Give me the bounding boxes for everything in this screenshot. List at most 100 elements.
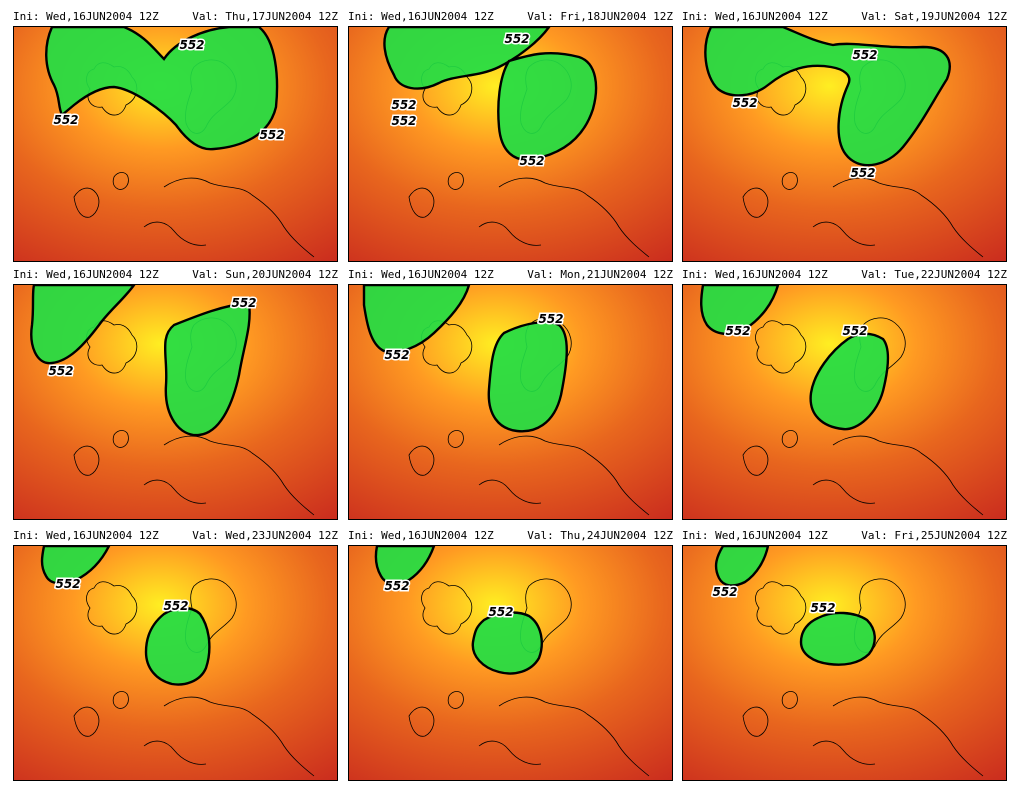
europe-borders — [742, 691, 984, 777]
geopotential-map: 552 552 552 — [13, 26, 338, 262]
map-canvas: 552 552 — [14, 546, 337, 780]
panel-header: Ini: Wed,16JUN2004 12Z Val: Thu,24JUN200… — [348, 527, 673, 545]
init-time-label: Ini: Wed,16JUN2004 12Z — [13, 268, 159, 281]
init-time-label: Ini: Wed,16JUN2004 12Z — [13, 529, 159, 542]
map-panel-2: Ini: Wed,16JUN2004 12Z Val: Fri,18JUN200… — [348, 8, 673, 262]
geopotential-map: 552 552 — [682, 284, 1007, 520]
panel-header: Ini: Wed,16JUN2004 12Z Val: Sun,20JUN200… — [13, 266, 338, 284]
europe-borders — [73, 172, 315, 258]
contour-552-region — [809, 332, 890, 431]
contour-552-region — [144, 606, 211, 686]
geopotential-map: 552 552 — [682, 545, 1007, 781]
valid-time-label: Val: Sat,19JUN2004 12Z — [861, 10, 1007, 23]
contour-label: 552 — [163, 599, 188, 613]
panel-header: Ini: Wed,16JUN2004 12Z Val: Tue,22JUN200… — [682, 266, 1007, 284]
contour-552-region — [487, 321, 568, 433]
map-canvas: 552 552 — [349, 546, 672, 780]
map-panel-6: Ini: Wed,16JUN2004 12Z Val: Tue,22JUN200… — [682, 266, 1007, 520]
contour-label: 552 — [519, 154, 544, 168]
map-canvas: 552 552 552 — [683, 27, 1006, 261]
map-canvas: 552 552 — [349, 285, 672, 519]
contour-552-region — [704, 27, 951, 167]
contour-label: 552 — [384, 579, 409, 593]
valid-time-label: Val: Thu,24JUN2004 12Z — [527, 529, 673, 542]
contour-label: 552 — [384, 348, 409, 362]
geopotential-map: 552 552 — [13, 284, 338, 520]
contour-552-region — [497, 51, 598, 161]
panel-header: Ini: Wed,16JUN2004 12Z Val: Fri,18JUN200… — [348, 8, 673, 26]
contour-552-region — [383, 27, 551, 90]
europe-borders — [408, 691, 650, 777]
panel-header: Ini: Wed,16JUN2004 12Z Val: Fri,25JUN200… — [682, 527, 1007, 545]
valid-time-label: Val: Fri,25JUN2004 12Z — [861, 529, 1007, 542]
contour-label: 552 — [488, 605, 513, 619]
contour-552-region — [30, 285, 136, 365]
europe-borders — [73, 430, 315, 516]
contour-label: 552 — [55, 577, 80, 591]
contour-label: 552 — [842, 324, 867, 338]
init-time-label: Ini: Wed,16JUN2004 12Z — [682, 529, 828, 542]
valid-time-label: Val: Mon,21JUN2004 12Z — [527, 268, 673, 281]
geopotential-map: 552 552 552 552 — [348, 26, 673, 262]
geopotential-map: 552 552 — [348, 284, 673, 520]
map-canvas: 552 552 — [683, 285, 1006, 519]
contour-label: 552 — [391, 114, 416, 128]
valid-time-label: Val: Tue,22JUN2004 12Z — [861, 268, 1007, 281]
map-canvas: 552 552 552 552 — [349, 27, 672, 261]
map-canvas: 552 552 552 — [14, 27, 337, 261]
panel-header: Ini: Wed,16JUN2004 12Z Val: Sat,19JUN200… — [682, 8, 1007, 26]
contour-552-region — [45, 27, 279, 151]
contour-label: 552 — [504, 32, 529, 46]
init-time-label: Ini: Wed,16JUN2004 12Z — [348, 10, 494, 23]
map-panel-1: Ini: Wed,16JUN2004 12Z Val: Thu,17JUN200… — [13, 8, 338, 262]
contour-552-region — [700, 285, 780, 336]
contour-label: 552 — [852, 48, 877, 62]
contour-label: 552 — [538, 312, 563, 326]
contour-label: 552 — [712, 585, 737, 599]
greenland-coastline — [86, 581, 138, 635]
contour-label: 552 — [179, 38, 204, 52]
contour-label: 552 — [259, 128, 284, 142]
contour-label: 552 — [53, 113, 78, 127]
panel-header: Ini: Wed,16JUN2004 12Z Val: Wed,23JUN200… — [13, 527, 338, 545]
geopotential-map: 552 552 — [13, 545, 338, 781]
init-time-label: Ini: Wed,16JUN2004 12Z — [682, 10, 828, 23]
contour-label: 552 — [725, 324, 750, 338]
contour-label: 552 — [231, 296, 256, 310]
contour-552-region — [374, 546, 436, 585]
contour-label: 552 — [850, 166, 875, 180]
europe-borders — [73, 691, 315, 777]
valid-time-label: Val: Thu,17JUN2004 12Z — [192, 10, 338, 23]
greenland-coastline — [755, 581, 807, 635]
contour-552-region — [799, 611, 876, 666]
map-panel-7: Ini: Wed,16JUN2004 12Z Val: Wed,23JUN200… — [13, 527, 338, 781]
map-canvas: 552 552 — [683, 546, 1006, 780]
geopotential-map: 552 552 552 — [682, 26, 1007, 262]
map-canvas: 552 552 — [14, 285, 337, 519]
map-panel-3: Ini: Wed,16JUN2004 12Z Val: Sat,19JUN200… — [682, 8, 1007, 262]
contour-label: 552 — [391, 98, 416, 112]
contour-552-region — [714, 546, 770, 587]
panel-header: Ini: Wed,16JUN2004 12Z Val: Thu,17JUN200… — [13, 8, 338, 26]
geopotential-map: 552 552 — [348, 545, 673, 781]
europe-borders — [742, 172, 984, 258]
valid-time-label: Val: Fri,18JUN2004 12Z — [527, 10, 673, 23]
init-time-label: Ini: Wed,16JUN2004 12Z — [348, 529, 494, 542]
init-time-label: Ini: Wed,16JUN2004 12Z — [13, 10, 159, 23]
contour-label: 552 — [810, 601, 835, 615]
valid-time-label: Val: Wed,23JUN2004 12Z — [192, 529, 338, 542]
valid-time-label: Val: Sun,20JUN2004 12Z — [192, 268, 338, 281]
scandinavia-coastline — [854, 578, 906, 653]
europe-borders — [408, 430, 650, 516]
init-time-label: Ini: Wed,16JUN2004 12Z — [348, 268, 494, 281]
greenland-coastline — [421, 581, 473, 635]
map-panel-9: Ini: Wed,16JUN2004 12Z Val: Fri,25JUN200… — [682, 527, 1007, 781]
map-panel-5: Ini: Wed,16JUN2004 12Z Val: Mon,21JUN200… — [348, 266, 673, 520]
contour-label: 552 — [732, 96, 757, 110]
contour-552-region — [362, 285, 471, 354]
contour-552-region — [163, 301, 251, 437]
contour-552-region — [40, 546, 111, 585]
init-time-label: Ini: Wed,16JUN2004 12Z — [682, 268, 828, 281]
europe-borders — [408, 172, 650, 258]
map-panel-8: Ini: Wed,16JUN2004 12Z Val: Thu,24JUN200… — [348, 527, 673, 781]
